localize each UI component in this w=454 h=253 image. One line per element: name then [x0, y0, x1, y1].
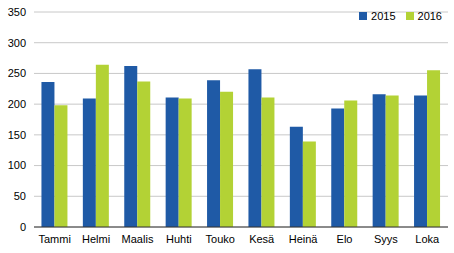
- svg-text:Syys: Syys: [374, 233, 398, 245]
- svg-text:150: 150: [8, 129, 26, 141]
- svg-text:0: 0: [20, 221, 26, 233]
- svg-text:Touko: Touko: [206, 233, 235, 245]
- svg-text:Helmi: Helmi: [82, 233, 110, 245]
- svg-text:50: 50: [14, 190, 26, 202]
- svg-text:Huhti: Huhti: [166, 233, 192, 245]
- svg-text:Loka: Loka: [415, 233, 440, 245]
- html-text:2015: 2015: [371, 10, 396, 22]
- svg-text:250: 250: [8, 67, 26, 79]
- svg-text:Maalis: Maalis: [122, 233, 154, 245]
- svg-text:100: 100: [8, 159, 26, 171]
- svg-text:Elo: Elo: [337, 233, 353, 245]
- html-text:2016: 2016: [417, 10, 442, 22]
- svg-text:350: 350: [8, 6, 26, 18]
- svg-text:Kesä: Kesä: [249, 233, 275, 245]
- svg-text:Heinä: Heinä: [289, 233, 319, 245]
- svg-text:300: 300: [8, 37, 26, 49]
- svg-text:Tammi: Tammi: [39, 233, 71, 245]
- svg-text:200: 200: [8, 98, 26, 110]
